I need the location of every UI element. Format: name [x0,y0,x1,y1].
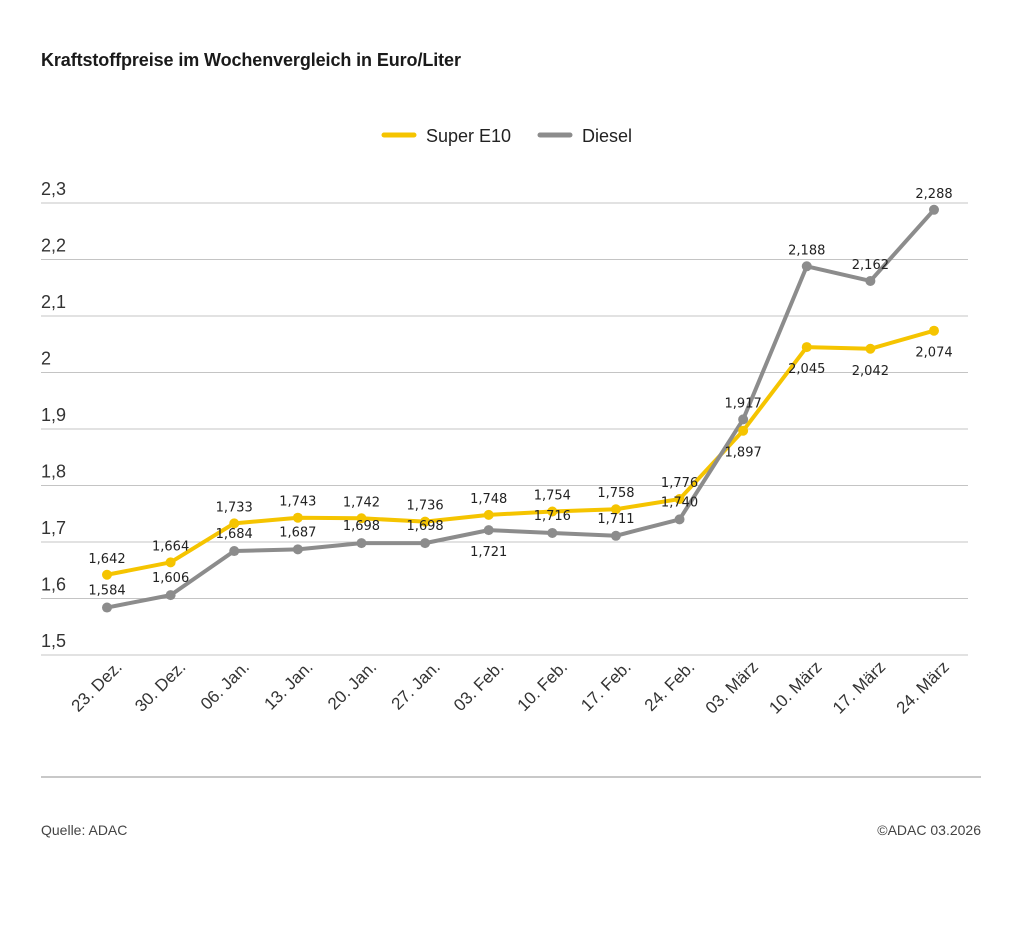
x-tick-label: 17. März [829,657,889,717]
data-label: 2,042 [852,364,889,379]
data-label: 1,740 [661,495,698,510]
data-label: 1,664 [152,539,189,554]
data-point [292,512,303,523]
data-label: 1,742 [343,495,380,510]
data-point [929,204,939,215]
data-label: 2,045 [788,362,825,377]
data-point [102,602,112,613]
data-point [610,530,621,541]
data-label: 1,698 [343,519,380,534]
data-point [356,513,367,524]
x-tick-label: 10. Feb. [514,657,572,715]
data-point [420,516,431,527]
x-tick-label: 10. März [765,657,825,717]
y-tick-label: 1,8 [41,462,66,482]
data-label: 1,754 [534,488,571,503]
copyright-note: ©ADAC 03.2026 [877,822,981,838]
data-point [165,590,176,601]
data-point [356,538,367,549]
x-tick-label: 30. Dez. [131,657,189,715]
data-label: 1,698 [406,519,443,534]
x-tick-label: 17. Feb. [577,657,635,715]
data-point [738,414,749,425]
x-tick-label: 03. März [702,657,762,717]
x-tick-label: 23. Dez. [68,657,126,715]
y-tick-label: 1,5 [41,631,66,651]
data-point [801,342,812,353]
x-tick-label: 06. Jan. [197,657,253,713]
y-tick-label: 2,2 [41,236,66,256]
data-label: 2,074 [915,346,952,361]
data-point [865,343,876,354]
data-label: 1,721 [470,545,507,560]
data-label: 2,188 [788,243,825,258]
data-label: 1,748 [470,492,507,507]
data-point [483,509,494,520]
y-tick-label: 1,7 [41,518,66,538]
data-label: 1,736 [406,499,443,514]
data-point [610,504,621,515]
data-label: 2,162 [852,258,889,273]
series-line [105,207,936,610]
data-point [483,525,494,536]
data-label: 1,733 [216,500,253,515]
data-label: 1,758 [597,486,634,501]
y-tick-label: 2,3 [41,179,66,199]
data-point [547,527,558,538]
data-label: 1,687 [279,525,316,540]
data-point [865,275,876,286]
data-label: 1,642 [88,552,125,567]
footer-divider [41,776,981,778]
data-label: 1,684 [216,527,253,542]
y-tick-label: 1,6 [41,575,66,595]
data-point [674,514,685,525]
data-label: 1,917 [725,396,762,411]
chart-title: Kraftstoffpreise im Wochenvergleich in E… [41,50,461,70]
data-label: 1,776 [661,476,698,491]
data-point [674,494,685,505]
data-point [929,325,939,336]
x-tick-label: 13. Jan. [260,657,316,713]
data-point [229,518,240,529]
x-tick-label: 24. März [893,657,953,717]
data-point [738,425,749,436]
data-label: 1,743 [279,495,316,510]
data-point [102,569,112,580]
source-note: Quelle: ADAC [41,822,128,838]
y-tick-label: 1,9 [41,405,66,425]
x-tick-label: 03. Feb. [450,657,508,715]
legend-label: Diesel [582,126,632,146]
data-point [165,557,176,568]
data-point [229,546,240,557]
data-label: 1,584 [88,584,125,599]
x-tick-label: 24. Feb. [641,657,699,715]
data-label: 1,716 [534,509,571,524]
y-tick-label: 2 [41,349,51,369]
legend-label: Super E10 [426,126,511,146]
data-point [420,538,431,549]
x-tick-label: 20. Jan. [324,657,380,713]
series-line [105,328,936,577]
x-tick-label: 27. Jan. [388,657,444,713]
data-label: 1,606 [152,571,189,586]
data-point [292,544,303,555]
data-label: 1,711 [597,512,634,527]
y-tick-label: 2,1 [41,292,66,312]
data-label: 1,897 [725,446,762,461]
data-label: 2,288 [915,187,952,202]
line-chart: 1,5 1,6 1,7 1,8 1,9 2 2,1 2,2 2,3 23. Dez. 30. Dez… [41,126,968,718]
data-point [547,506,558,517]
data-point [801,261,812,272]
